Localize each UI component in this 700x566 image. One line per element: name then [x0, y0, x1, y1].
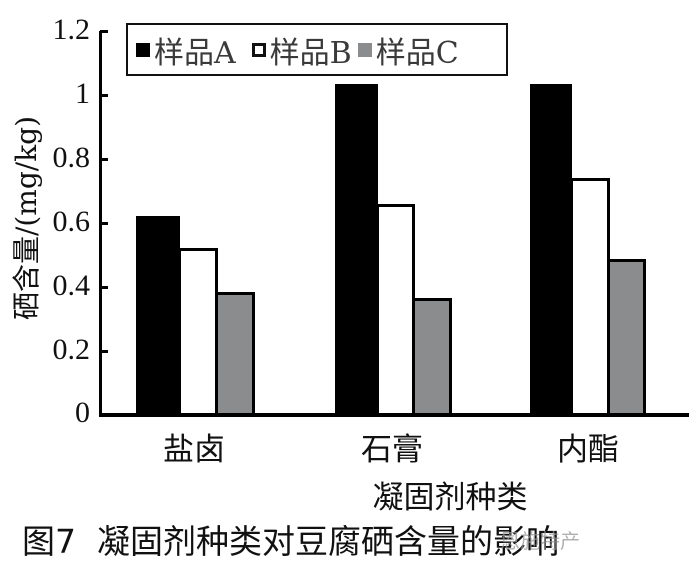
- y-tick-label: 0.4: [52, 269, 91, 302]
- bar-neizhi-sample-c: [607, 259, 646, 414]
- y-tick: [100, 158, 108, 161]
- x-category-label: 内酯: [557, 432, 619, 468]
- legend-swatch-white-icon: [251, 42, 266, 57]
- y-tick: [100, 30, 108, 33]
- watermark: 恩施特产: [500, 529, 580, 553]
- y-tick-label: 0: [75, 396, 90, 429]
- x-axis-label: 凝固剂种类: [372, 480, 528, 516]
- bar-shigao-sample-c: [412, 298, 452, 414]
- legend-label: 样品A: [154, 35, 236, 71]
- y-tick-label: 0.2: [52, 333, 91, 366]
- x-axis: [99, 413, 689, 417]
- legend-item-sample-c: 样品C: [357, 28, 459, 72]
- x-category-label: 盐卤: [163, 432, 225, 468]
- bar-yanlu-sample-c: [215, 292, 255, 414]
- y-tick: [100, 94, 108, 97]
- bar-yanlu-sample-a: [136, 216, 180, 414]
- y-tick-label: 1.2: [52, 13, 91, 46]
- bar-yanlu-sample-b: [178, 248, 218, 414]
- bar-neizhi-sample-b: [570, 178, 610, 414]
- y-tick: [100, 350, 108, 353]
- bar-shigao-sample-a: [335, 84, 378, 414]
- y-tick: [100, 222, 108, 225]
- legend-item-sample-a: 样品A: [136, 28, 236, 72]
- figure-caption: 图7 凝固剂种类对豆腐硒含量的影响: [22, 522, 559, 561]
- legend-label: 样品C: [375, 35, 459, 71]
- bar-neizhi-sample-a: [530, 84, 572, 414]
- y-tick-label: 0.6: [52, 205, 91, 238]
- bar-shigao-sample-b: [376, 204, 415, 414]
- y-tick-label: 1: [75, 77, 90, 110]
- legend-swatch-black-icon: [136, 42, 150, 57]
- legend-label: 样品B: [269, 35, 352, 71]
- legend-item-sample-b: 样品B: [251, 28, 352, 72]
- y-tick: [100, 286, 108, 289]
- y-tick-label: 0.8: [52, 141, 91, 174]
- legend: 样品A 样品B 样品C: [126, 23, 508, 76]
- x-category-label: 石膏: [361, 432, 423, 468]
- legend-swatch-gray-icon: [357, 42, 372, 57]
